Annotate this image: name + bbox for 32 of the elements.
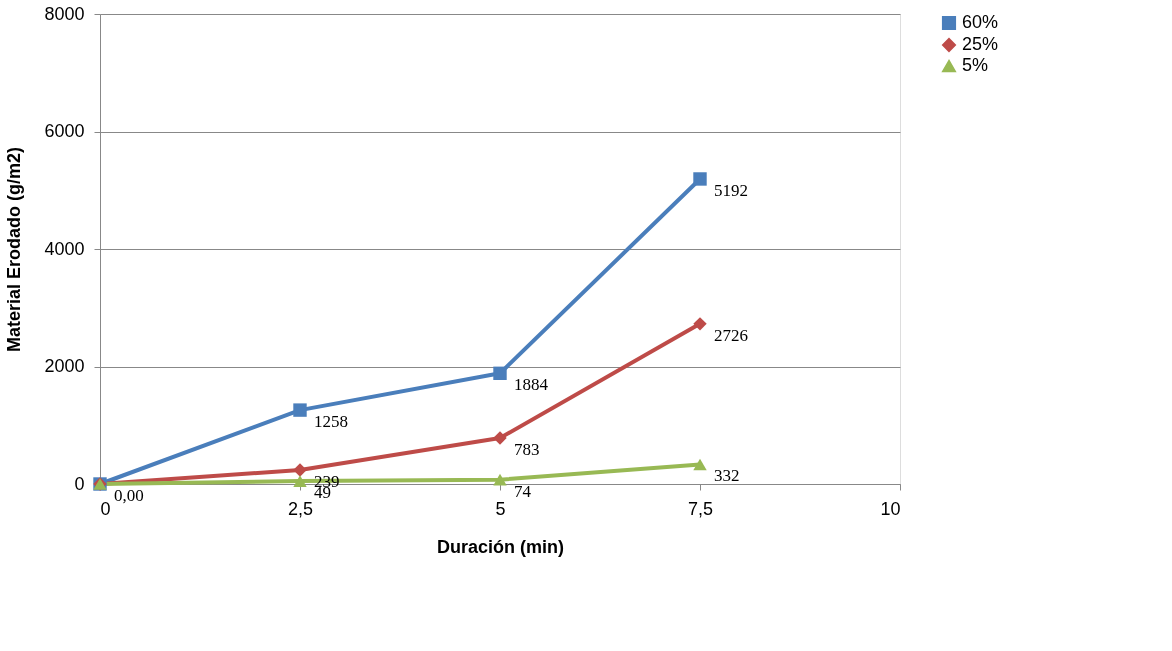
x-tick-label: 0 bbox=[100, 498, 111, 519]
x-tick-label: 2,5 bbox=[287, 498, 314, 519]
x-tick-label: 10 bbox=[880, 498, 901, 519]
x-axis-title: Duración (min) bbox=[436, 536, 565, 557]
point bbox=[693, 172, 707, 186]
data-label: 332 bbox=[714, 466, 740, 486]
data-label: 1884 bbox=[514, 375, 549, 395]
y-tick-label: 6000 bbox=[44, 121, 85, 141]
point bbox=[493, 473, 507, 486]
x-tick-label: 5 bbox=[495, 498, 506, 519]
legend-label: 5% bbox=[962, 55, 989, 75]
data-label: 74 bbox=[514, 481, 532, 501]
point bbox=[293, 403, 307, 417]
y-tick-label: 8000 bbox=[44, 3, 85, 24]
x-tick-label: 7,5 bbox=[687, 498, 714, 519]
data-label: 1258 bbox=[314, 412, 348, 432]
data-label: 5192 bbox=[714, 180, 748, 200]
y-axis-title: Material Erodado (g/m2) bbox=[4, 146, 25, 353]
data-label: 2726 bbox=[714, 325, 748, 345]
point bbox=[493, 366, 507, 381]
point bbox=[293, 463, 307, 477]
legend-label: 60% bbox=[962, 12, 999, 32]
data-label: 0,00 bbox=[114, 486, 144, 505]
point bbox=[693, 317, 707, 331]
y-tick-label: 4000 bbox=[44, 238, 85, 259]
point bbox=[493, 431, 507, 445]
point bbox=[693, 458, 707, 471]
data-label: 783 bbox=[514, 440, 540, 459]
point bbox=[293, 475, 307, 487]
y-tick-label: 0 bbox=[74, 473, 85, 494]
legend-label: 25% bbox=[962, 34, 999, 54]
y-tick-label: 2000 bbox=[44, 356, 85, 376]
